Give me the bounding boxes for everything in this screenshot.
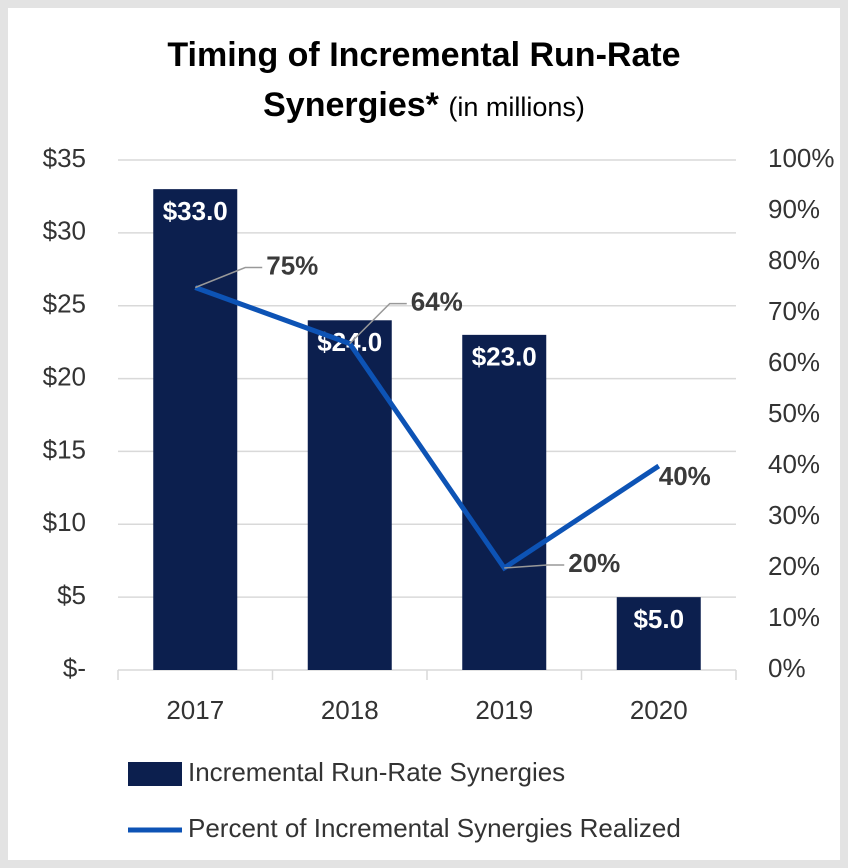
leader-line — [349, 302, 407, 345]
x-tick-label: 2020 — [630, 695, 688, 725]
y2-tick-label: 90% — [768, 194, 820, 224]
y-tick-label: $5 — [57, 580, 86, 610]
legend-swatch — [128, 762, 182, 786]
chart-subtitle: (in millions) — [448, 92, 585, 122]
x-tick-label: 2017 — [166, 695, 224, 725]
line-value-label: 64% — [411, 286, 463, 316]
legend-label: Percent of Incremental Synergies Realize… — [188, 813, 681, 843]
y-tick-label: $20 — [43, 361, 86, 391]
y-tick-label: $15 — [43, 434, 86, 464]
leader-line — [504, 564, 565, 569]
y2-tick-label: 30% — [768, 500, 820, 530]
bar — [153, 189, 238, 670]
title-block: Timing of Incremental Run-Rate Synergies… — [124, 30, 724, 132]
bar-value-label: $23.0 — [472, 342, 537, 372]
chart-background — [8, 8, 840, 860]
y2-tick-label: 60% — [768, 347, 820, 377]
y-tick-label: $30 — [43, 216, 86, 246]
bar-value-label: $5.0 — [633, 604, 684, 634]
x-tick-label: 2018 — [321, 695, 379, 725]
leader-line — [194, 266, 263, 289]
y2-tick-label: 20% — [768, 551, 820, 581]
y-tick-label: $- — [63, 653, 86, 683]
bar — [307, 320, 392, 670]
line — [194, 285, 661, 572]
line-value-label: 20% — [568, 548, 620, 578]
y-tick-label: $25 — [43, 289, 86, 319]
line-value-label: 75% — [266, 250, 318, 280]
y-tick-label: $35 — [43, 143, 86, 173]
y2-tick-label: 100% — [768, 143, 835, 173]
x-tick-label: 2019 — [475, 695, 533, 725]
legend-label: Incremental Run-Rate Synergies — [188, 757, 565, 787]
bar — [616, 597, 701, 670]
chart-title: Timing of Incremental Run-Rate Synergies… — [167, 36, 681, 124]
y-tick-label: $10 — [43, 507, 86, 537]
y2-tick-label: 10% — [768, 602, 820, 632]
y2-tick-label: 70% — [768, 296, 820, 326]
y2-tick-label: 80% — [768, 245, 820, 275]
y2-tick-label: 50% — [768, 398, 820, 428]
bar — [462, 334, 547, 670]
y2-tick-label: 40% — [768, 449, 820, 479]
bar-value-label: $33.0 — [163, 196, 228, 226]
line-value-label: 40% — [659, 461, 711, 491]
y2-tick-label: 0% — [768, 653, 806, 683]
